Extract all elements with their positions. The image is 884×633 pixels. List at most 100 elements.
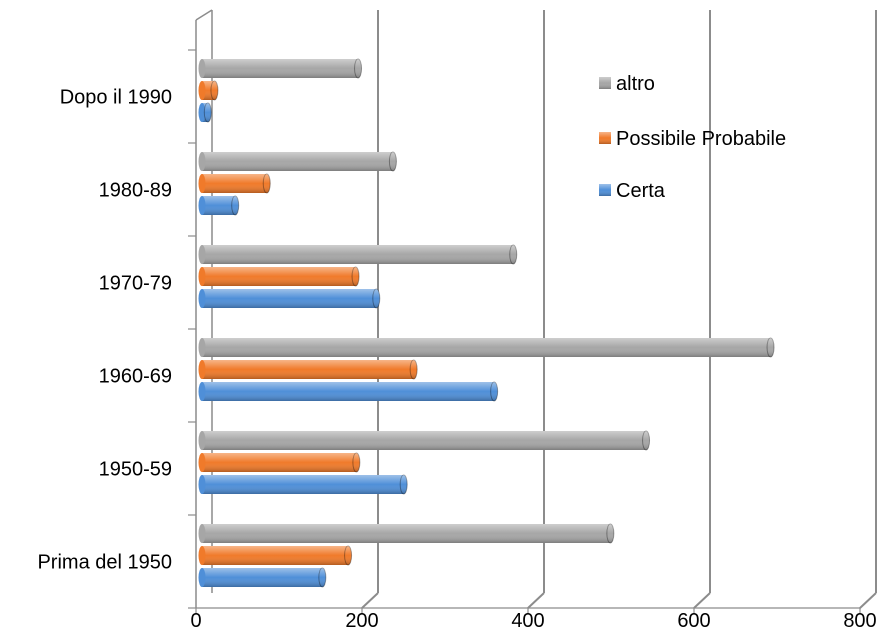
bar-cap-right-shade [389, 152, 397, 171]
bar-cap-left [198, 174, 206, 193]
bar-cap-right-shade [204, 103, 212, 122]
bar-cap-right-shade [354, 59, 362, 78]
bar-cap-left [198, 103, 206, 122]
legend-item-altro: altro [599, 73, 655, 95]
bar-possibile-probabile-1970-79 [198, 266, 360, 287]
legend-label-possibile-probabile: Possibile Probabile [616, 128, 786, 150]
legend: altro Possibile Probabile Certa [599, 73, 786, 202]
legend-swatch-shade [599, 184, 611, 196]
bar-cap-right-shade [509, 245, 517, 264]
y-tick-label-1980-89: 1980-89 [99, 180, 172, 202]
y-tick-label-prima-del-1950: Prima del 1950 [37, 552, 172, 574]
bar-shade [202, 289, 377, 308]
bar-cap-right-shade [263, 174, 271, 193]
bar-shade [202, 267, 356, 286]
legend-item-possibile-probabile: Possibile Probabile [599, 128, 786, 150]
bar-certa-prima-del-1950 [198, 567, 327, 588]
gridlines [361, 10, 877, 609]
bar-cap-right-shade [352, 267, 360, 286]
bar-possibile-probabile-1960-69 [198, 359, 418, 380]
bar-shade [202, 81, 215, 100]
bar-possibile-probabile-1980-89 [198, 173, 271, 194]
bar-shade [202, 152, 393, 171]
bar-certa-1960-69 [198, 381, 499, 402]
x-tick-label-600: 600 [677, 610, 710, 632]
bar-certa-dopo-il-1990 [198, 102, 212, 123]
bar-certa-1950-59 [198, 474, 408, 495]
bar-altro-1950-59 [198, 430, 651, 451]
y-tick-label-1950-59: 1950-59 [99, 459, 172, 481]
bar-certa-1980-89 [198, 195, 240, 216]
bar-shade [202, 453, 357, 472]
bar-cap-left [198, 453, 206, 472]
bar-cap-left [198, 546, 206, 565]
bar-cap-right-shade [767, 338, 775, 357]
bar-shade [202, 546, 349, 565]
legend-label-altro: altro [616, 73, 655, 95]
bar-cap-right-shade [490, 382, 498, 401]
bar-cap-left [198, 568, 206, 587]
bar-shade [202, 568, 323, 587]
bar-cap-left [198, 475, 206, 494]
bar-altro-1970-79 [198, 244, 518, 265]
bar-cap-left [198, 360, 206, 379]
x-tick-label-400: 400 [511, 610, 544, 632]
x-tick-label-0: 0 [190, 610, 201, 632]
gridline-floor-600 [693, 592, 711, 609]
gridline-floor-200 [361, 592, 379, 609]
bar-cap-right-shade [318, 568, 326, 587]
legend-swatch-shade [599, 132, 611, 144]
bar-possibile-probabile-dopo-il-1990 [198, 80, 219, 101]
y-axis-top-edge [195, 9, 213, 21]
bar-shade [202, 382, 495, 401]
bar-possibile-probabile-1950-59 [198, 452, 361, 473]
bar-cap-right-shade [210, 81, 218, 100]
bar-shade [202, 196, 236, 215]
bar-cap-left [198, 289, 206, 308]
bar-cap-left [198, 382, 206, 401]
y-tick-label-dopo-il-1990: Dopo il 1990 [60, 87, 172, 109]
bar-certa-1970-79 [198, 288, 381, 309]
gridline-floor-800 [859, 592, 877, 609]
bar-cap-right-shade [606, 524, 614, 543]
bar-altro-prima-del-1950 [198, 523, 615, 544]
bar-cap-left [198, 338, 206, 357]
bar-cap-right-shade [352, 453, 360, 472]
legend-swatch-shade [599, 77, 611, 89]
bar-cap-left [198, 245, 206, 264]
gridline-floor-400 [527, 592, 545, 609]
y-tick-label-1970-79: 1970-79 [99, 273, 172, 295]
bar-shade [202, 360, 414, 379]
x-tick-label-800: 800 [843, 610, 876, 632]
legend-item-certa: Certa [599, 180, 666, 202]
bar-cap-left [198, 196, 206, 215]
bar-cap-left [198, 524, 206, 543]
bar-cap-left [198, 152, 206, 171]
x-tick-label-200: 200 [345, 610, 378, 632]
tick-labels: Prima del 1950 1950-59 1960-69 1970-79 1980-… [37, 87, 876, 633]
bar-cap-right-shade [372, 289, 380, 308]
bar-possibile-probabile-prima-del-1950 [198, 545, 353, 566]
bar-cap-left [198, 59, 206, 78]
bar-cap-right-shade [642, 431, 650, 450]
bar-cap-left [198, 431, 206, 450]
bar-cap-left [198, 81, 206, 100]
y-tick-label-1960-69: 1960-69 [99, 366, 172, 388]
bar-altro-1960-69 [198, 337, 775, 358]
bar-cap-left [198, 267, 206, 286]
bar-shade [202, 431, 647, 450]
bar-cap-right-shade [400, 475, 408, 494]
bar-altro-1980-89 [198, 151, 397, 172]
bar-shade [202, 475, 404, 494]
bar-shade [202, 245, 514, 264]
bar-cap-right-shade [410, 360, 418, 379]
bar-cap-right-shade [231, 196, 239, 215]
bar-cap-right-shade [344, 546, 352, 565]
bar-shade [202, 338, 771, 357]
bar-shade [202, 59, 359, 78]
bars [198, 58, 775, 588]
bar-shade [202, 524, 611, 543]
axes [188, 9, 861, 614]
